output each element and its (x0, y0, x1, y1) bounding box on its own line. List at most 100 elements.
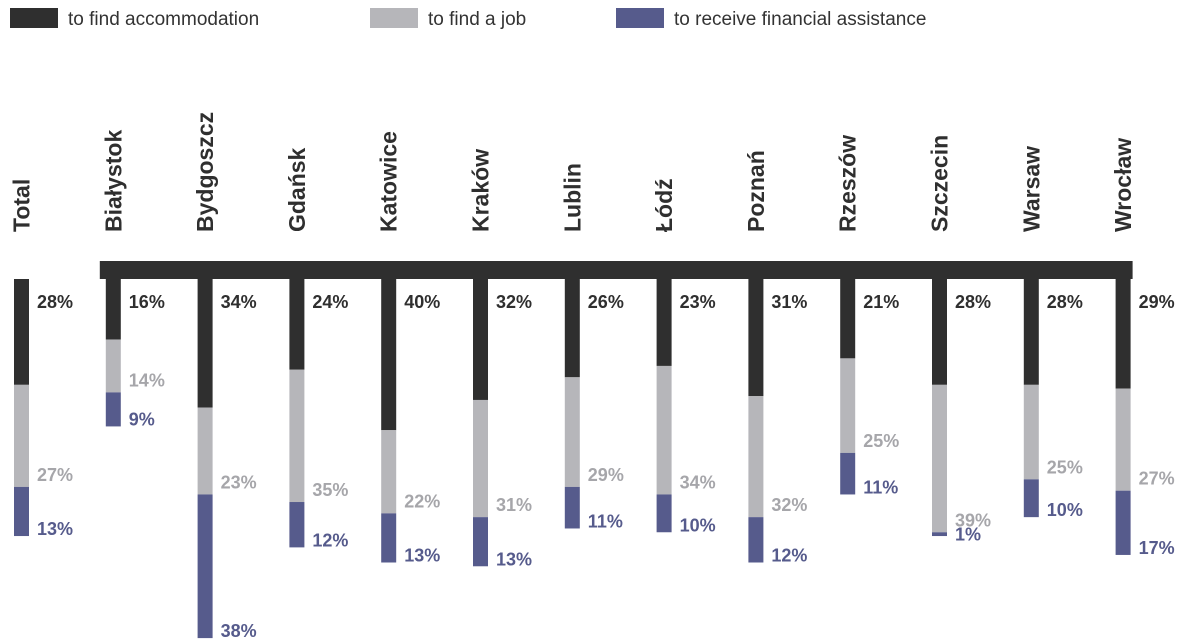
category-label-total: Total (9, 179, 35, 232)
legend: to find accommodation to find a job to rec… (10, 8, 926, 30)
value-label-lublin-to-find-a-job: 29% (588, 465, 624, 485)
value-label-krakow-to-find-accommodation: 32% (496, 292, 532, 312)
bar-krakow-to-receive-financial-assistance (473, 517, 488, 567)
value-label-poznan-to-receive-financial-assistance: 12% (771, 546, 807, 566)
bar-lodz-to-find-a-job (656, 365, 672, 495)
bar-szczecin-to-find-a-job (932, 384, 947, 533)
bar-lublin-to-find-accommodation (564, 279, 580, 378)
value-label-szczecin-to-find-a-job: 39% (955, 510, 991, 530)
category-label-gdansk: Gdańsk (284, 147, 310, 232)
value-label-bydgoszcz-to-find-a-job: 23% (221, 472, 257, 492)
value-label-bialystok-to-find-accommodation: 16% (129, 292, 165, 312)
bar-bialystok-to-find-a-job (105, 339, 121, 393)
bar-katowice-to-find-accommodation (381, 279, 397, 431)
value-label-katowice-to-find-a-job: 22% (404, 491, 440, 511)
bar-szczecin-to-receive-financial-assistance (932, 532, 947, 537)
bar-total-to-find-a-job (14, 384, 29, 487)
bar-poznan-to-find-accommodation (748, 279, 764, 397)
labels: Total 28% 27% 13% Białystok 16% 14% 9% Bydgoszcz… (9, 112, 1175, 640)
value-label-bialystok-to-find-a-job: 14% (129, 370, 165, 390)
bar-rzeszow-to-receive-financial-assistance (840, 452, 856, 495)
bar-bialystok-to-receive-financial-assistance (105, 392, 121, 427)
category-label-lodz: Łódź (651, 178, 677, 232)
bar-poznan-to-receive-financial-assistance (748, 517, 764, 563)
bar-lublin-to-find-a-job (564, 377, 580, 487)
bar-wroclaw-to-receive-financial-assistance (1115, 490, 1131, 555)
value-label-lublin-to-receive-financial-assistance: 11% (588, 511, 623, 531)
value-label-lodz-to-receive-financial-assistance: 10% (680, 515, 716, 535)
value-label-warsaw-to-receive-financial-assistance: 10% (1047, 500, 1083, 520)
bar-total-to-receive-financial-assistance (14, 486, 29, 537)
value-label-lodz-to-find-a-job: 34% (680, 472, 716, 492)
legend-swatch-to-find-a-job (370, 8, 418, 28)
category-label-warsaw: Warsaw (1018, 146, 1044, 232)
bar-szczecin-to-find-accommodation (932, 279, 947, 385)
value-label-rzeszow-to-receive-financial-assistance: 11% (863, 477, 898, 497)
bar-gdansk-to-receive-financial-assistance (289, 502, 305, 548)
category-label-krakow: Kraków (468, 149, 494, 232)
category-label-bialystok: Białystok (100, 130, 126, 232)
bar-warsaw-to-receive-financial-assistance (1023, 479, 1039, 518)
bar-bydgoszcz-to-find-a-job (197, 407, 213, 495)
bar-lublin-to-receive-financial-assistance (564, 486, 580, 529)
value-label-total-to-find-accommodation: 28% (37, 292, 73, 312)
value-label-bialystok-to-receive-financial-assistance: 9% (129, 409, 155, 429)
bar-wroclaw-to-find-a-job (1115, 388, 1131, 491)
value-label-poznan-to-find-a-job: 32% (771, 495, 807, 515)
value-label-krakow-to-find-a-job: 31% (496, 495, 532, 515)
bar-lodz-to-receive-financial-assistance (656, 494, 672, 533)
category-label-bydgoszcz: Bydgoszcz (192, 112, 218, 232)
bar-rzeszow-to-find-accommodation (840, 279, 856, 359)
category-label-poznan: Poznań (743, 150, 769, 232)
bars (14, 279, 1131, 639)
bar-rzeszow-to-find-a-job (840, 358, 856, 453)
legend-label-to-find-accommodation: to find accommodation (68, 9, 259, 30)
legend-label-to-find-a-job: to find a job (428, 9, 526, 30)
legend-swatch-to-receive-financial-assistance (616, 8, 664, 28)
bar-wroclaw-to-find-accommodation (1115, 279, 1131, 389)
category-label-szczecin: Szczecin (927, 135, 953, 232)
value-label-wroclaw-to-find-accommodation: 29% (1139, 292, 1175, 312)
value-label-szczecin-to-find-accommodation: 28% (955, 292, 991, 312)
value-label-bydgoszcz-to-find-accommodation: 34% (221, 292, 257, 312)
bar-gdansk-to-find-a-job (289, 369, 305, 503)
bar-poznan-to-find-a-job (748, 396, 764, 518)
value-label-rzeszow-to-find-a-job: 25% (863, 431, 899, 451)
category-label-lublin: Lublin (559, 163, 585, 232)
value-label-rzeszow-to-find-accommodation: 21% (863, 292, 899, 312)
value-label-lublin-to-find-accommodation: 26% (588, 292, 624, 312)
axis-bar (99, 261, 1133, 279)
bar-warsaw-to-find-a-job (1023, 384, 1039, 480)
legend-swatch-to-find-accommodation (10, 8, 58, 28)
value-label-krakow-to-receive-financial-assistance: 13% (496, 549, 532, 569)
category-label-katowice: Katowice (376, 131, 402, 232)
value-label-total-to-find-a-job: 27% (37, 465, 73, 485)
bar-warsaw-to-find-accommodation (1023, 279, 1039, 385)
value-label-wroclaw-to-receive-financial-assistance: 17% (1139, 538, 1175, 558)
bar-krakow-to-find-accommodation (473, 279, 488, 400)
value-label-total-to-receive-financial-assistance: 13% (37, 519, 73, 539)
value-label-lodz-to-find-accommodation: 23% (680, 292, 716, 312)
value-label-bydgoszcz-to-receive-financial-assistance: 38% (221, 621, 257, 640)
bar-katowice-to-find-a-job (381, 430, 397, 514)
value-label-szczecin-to-receive-financial-assistance: 1% (955, 524, 981, 544)
category-label-rzeszow: Rzeszów (835, 135, 861, 232)
bar-lodz-to-find-accommodation (656, 279, 672, 366)
value-label-katowice-to-receive-financial-assistance: 13% (404, 546, 440, 566)
value-label-poznan-to-find-accommodation: 31% (771, 292, 807, 312)
bar-krakow-to-find-a-job (473, 399, 488, 518)
value-label-gdansk-to-receive-financial-assistance: 12% (312, 530, 348, 550)
value-label-warsaw-to-find-a-job: 25% (1047, 457, 1083, 477)
bar-bydgoszcz-to-find-accommodation (197, 279, 213, 408)
value-label-gdansk-to-find-accommodation: 24% (312, 292, 348, 312)
value-label-wroclaw-to-find-a-job: 27% (1139, 469, 1175, 489)
category-label-wroclaw: Wrocław (1110, 138, 1136, 232)
bar-katowice-to-receive-financial-assistance (381, 513, 397, 563)
bar-total-to-find-accommodation (14, 279, 29, 385)
legend-label-to-receive-financial-assistance: to receive financial assistance (674, 9, 926, 30)
value-label-warsaw-to-find-accommodation: 28% (1047, 292, 1083, 312)
bar-bialystok-to-find-accommodation (105, 279, 121, 340)
value-label-gdansk-to-find-a-job: 35% (312, 480, 348, 500)
bar-gdansk-to-find-accommodation (289, 279, 305, 370)
